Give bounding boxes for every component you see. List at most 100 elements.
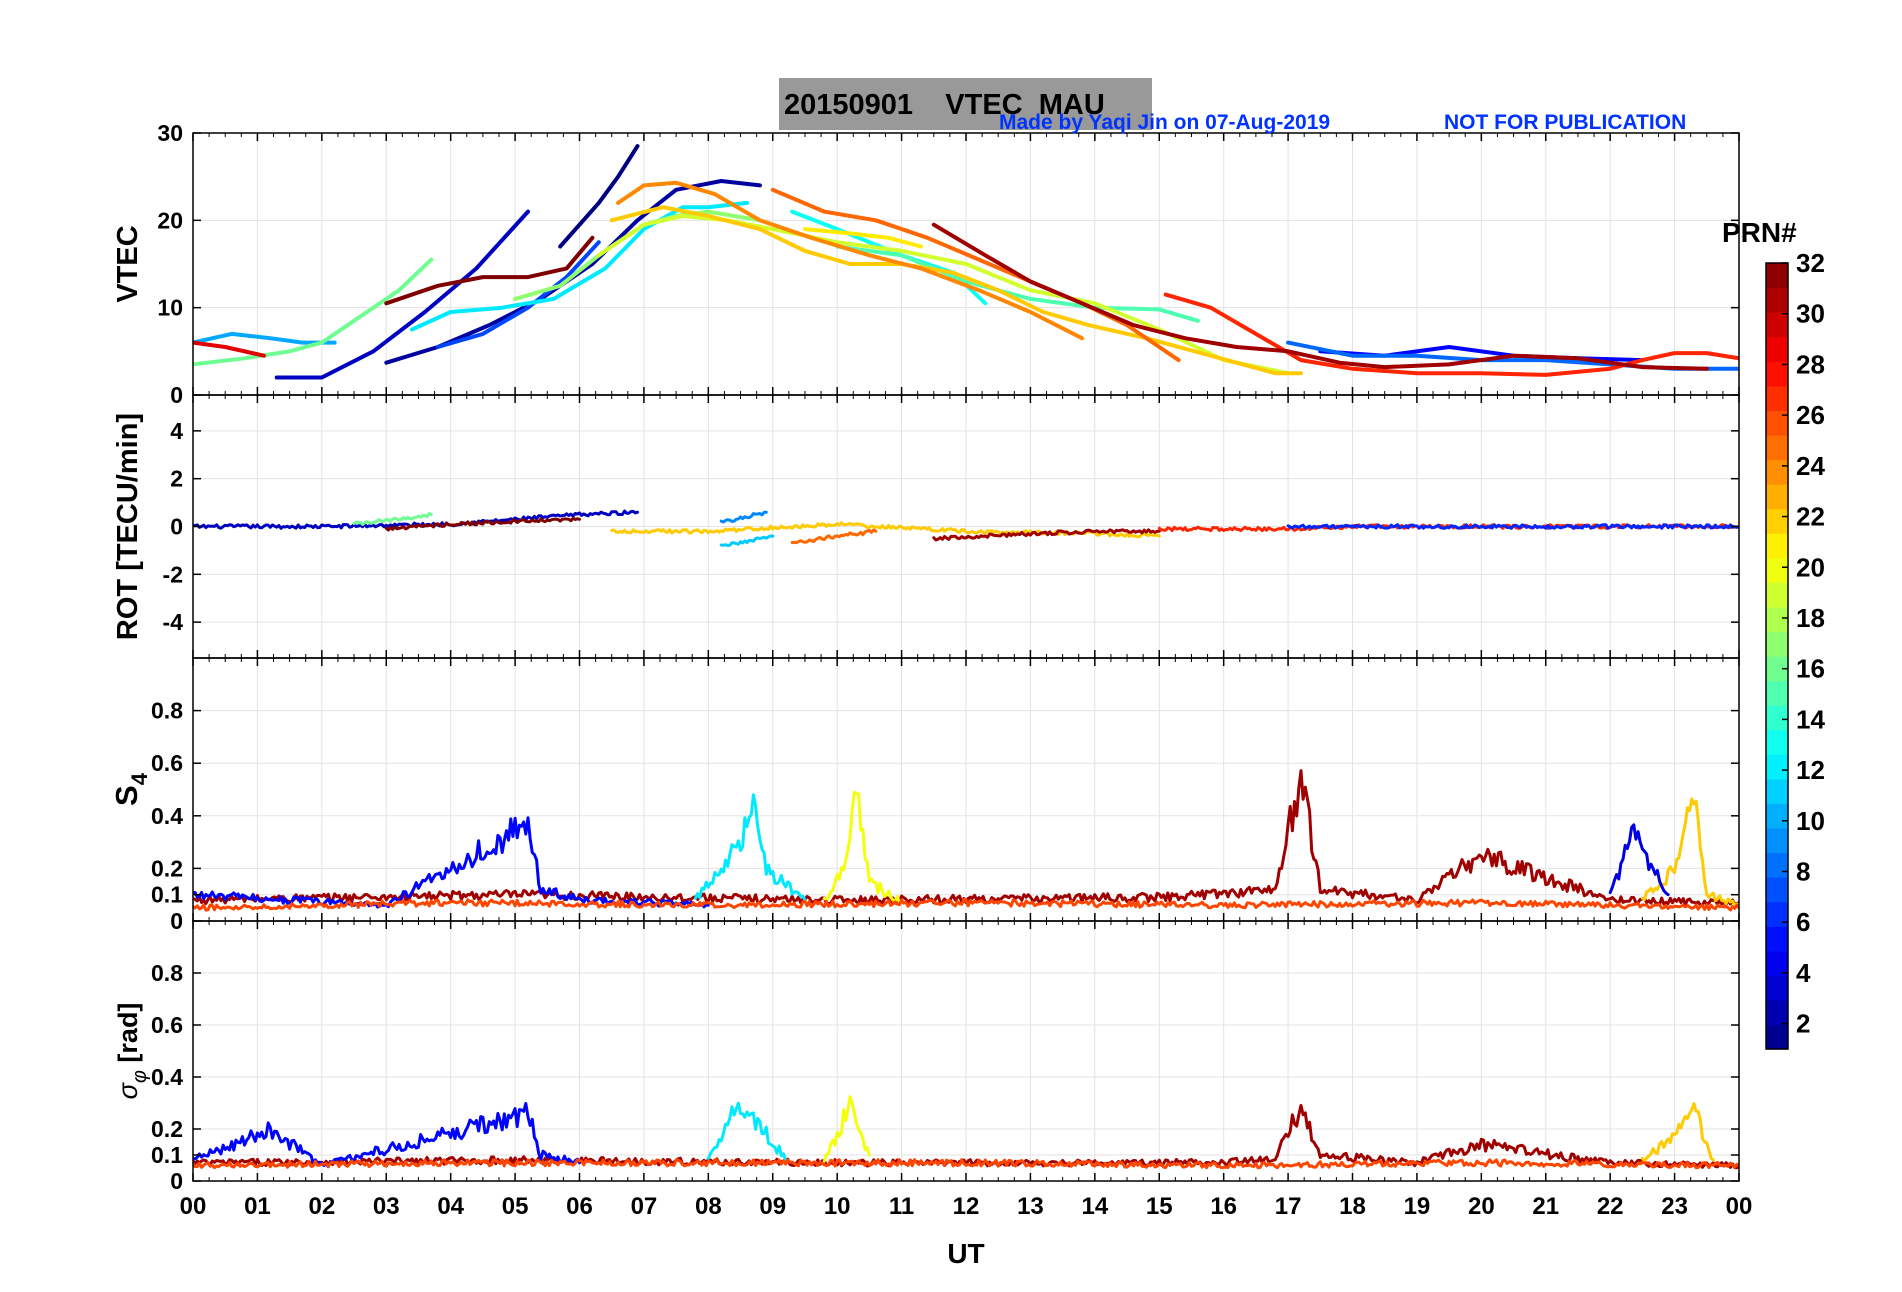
trace-prn-2 xyxy=(384,179,762,365)
colorbar-swatch xyxy=(1766,582,1788,608)
trace-prn-12 xyxy=(706,1101,788,1162)
grid xyxy=(192,921,1740,1181)
y-tick-label: 0 xyxy=(170,908,183,934)
traces xyxy=(193,144,1739,380)
colorbar-swatch xyxy=(1766,557,1788,583)
colorbar-swatch xyxy=(1766,459,1788,485)
x-tick-label: 03 xyxy=(373,1193,400,1220)
trace-prn-21 xyxy=(803,227,923,249)
y-tick-label: 0.6 xyxy=(151,750,183,776)
y-tick-label: -4 xyxy=(163,609,184,635)
x-tick-label: 16 xyxy=(1210,1193,1237,1220)
y-tick-label: 0.4 xyxy=(151,803,183,829)
colorbar-tick-label: 14 xyxy=(1796,704,1825,734)
y-tick-label: 0 xyxy=(170,1168,183,1194)
colorbar-tick-label: 10 xyxy=(1796,806,1825,836)
credit-text: Made by Yaqi Jin on 07-Aug-2019 xyxy=(999,111,1331,134)
x-tick-label: 05 xyxy=(502,1193,529,1220)
x-tick-label: 18 xyxy=(1339,1193,1366,1220)
colorbar-swatch xyxy=(1766,877,1788,903)
x-tick-label: 22 xyxy=(1597,1193,1624,1220)
colorbar-tick-label: 26 xyxy=(1796,400,1825,430)
colorbar-swatch xyxy=(1766,705,1788,731)
x-tick-label: 13 xyxy=(1017,1193,1044,1220)
colorbar-swatch xyxy=(1766,312,1788,338)
colorbar-swatch xyxy=(1766,950,1788,976)
traces xyxy=(193,769,1739,912)
trace-prn-1 xyxy=(558,144,640,249)
colorbar-swatch xyxy=(1766,803,1788,829)
y-axis-label: S4 xyxy=(109,772,152,806)
y-tick-label: 0.8 xyxy=(151,698,183,724)
y-tick-label: 0.2 xyxy=(151,1116,183,1142)
trace-prn-25 xyxy=(770,187,1181,363)
x-tick-label: 17 xyxy=(1275,1193,1302,1220)
colorbar-swatch xyxy=(1766,508,1788,534)
chart-title: 20150901 VTEC MAU xyxy=(784,89,1105,121)
y-tick-label: 30 xyxy=(157,120,183,146)
y-axis-label: VTEC xyxy=(112,225,144,302)
trace-prn-27 xyxy=(1163,292,1739,377)
x-tick-label: 11 xyxy=(889,1193,914,1220)
x-tick-label: 09 xyxy=(759,1193,786,1220)
y-tick-label: 0.6 xyxy=(151,1012,183,1038)
colorbar-tick-label: 8 xyxy=(1796,857,1810,887)
trace-prn-16 xyxy=(193,257,434,367)
trace-prn-22 xyxy=(610,521,1161,539)
trace-prn-12 xyxy=(694,793,807,902)
x-tick-label: 07 xyxy=(631,1193,658,1220)
x-tick-label: 20 xyxy=(1468,1193,1495,1220)
y-axis-label: σφ [rad] xyxy=(113,1003,151,1100)
colorbar-tick-label: 4 xyxy=(1796,958,1811,988)
colorbar-swatch xyxy=(1766,926,1788,952)
trace-prn-11 xyxy=(719,534,775,547)
y-tick-label: 10 xyxy=(157,295,183,321)
trace-prn-5 xyxy=(193,1102,581,1169)
y-tick-label: 0.1 xyxy=(151,882,183,908)
colorbar-swatch xyxy=(1766,287,1788,313)
y-tick-label: 0.8 xyxy=(151,960,183,986)
colorbar-frame xyxy=(1765,262,1789,1050)
colorbar-swatch xyxy=(1766,484,1788,510)
x-tick-label: 15 xyxy=(1146,1193,1173,1220)
y-tick-label: 0 xyxy=(170,514,183,540)
trace-prn-7 xyxy=(435,240,601,349)
colorbar-swatch xyxy=(1766,606,1788,633)
x-tick-label: 14 xyxy=(1081,1193,1108,1220)
trace-prn-4 xyxy=(1608,823,1670,897)
trace-prn-3 xyxy=(274,209,530,380)
y-tick-label: 0 xyxy=(170,382,183,408)
trace-prn-6 xyxy=(1286,523,1739,530)
trace-prn-22 xyxy=(609,205,1303,376)
colorbar-swatch xyxy=(1766,656,1788,682)
colorbar-swatch xyxy=(1766,1024,1788,1050)
traces xyxy=(193,509,1739,547)
x-tick-label: 08 xyxy=(695,1193,722,1220)
publication-notice: NOT FOR PUBLICATION xyxy=(1444,111,1687,134)
colorbar-tick-label: 32 xyxy=(1796,248,1825,278)
trace-prn-15 xyxy=(835,244,1200,323)
colorbar-tick-label: 20 xyxy=(1796,552,1825,582)
x-tick-label: 00 xyxy=(1726,1193,1753,1220)
colorbar-swatch xyxy=(1766,680,1788,706)
trace-prn-20 xyxy=(822,1095,871,1163)
x-tick-label: 02 xyxy=(308,1193,335,1220)
x-tick-label: 10 xyxy=(824,1193,851,1220)
trace-prn-32 xyxy=(384,516,581,532)
colorbar-swatch xyxy=(1766,901,1788,927)
y-tick-label: 2 xyxy=(170,466,183,492)
colorbar-swatch xyxy=(1766,410,1788,436)
colorbar-tick-label: 12 xyxy=(1796,755,1825,785)
colorbar-tick-label: 2 xyxy=(1796,1009,1810,1039)
trace-prn-3 xyxy=(193,509,639,530)
colorbar-swatch xyxy=(1766,999,1788,1026)
traces xyxy=(193,1095,1739,1170)
trace-prn-31 xyxy=(931,222,1709,371)
y-tick-label: 4 xyxy=(170,418,183,444)
y-tick-label: 0.4 xyxy=(151,1064,183,1090)
colorbar-label: PRN# xyxy=(1722,217,1797,248)
trace-prn-29 xyxy=(193,340,266,358)
trace-prn-31 xyxy=(932,528,1161,542)
colorbar-tick-label: 30 xyxy=(1796,299,1825,329)
y-tick-label: -2 xyxy=(163,561,183,587)
